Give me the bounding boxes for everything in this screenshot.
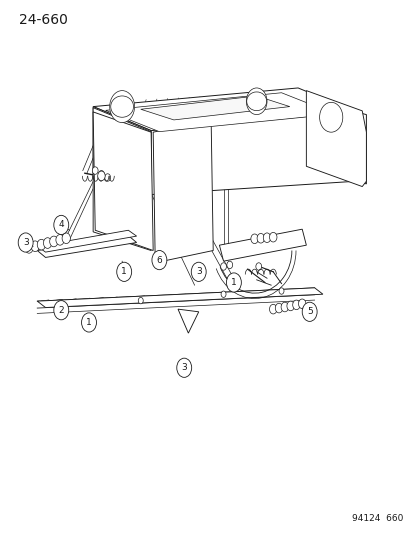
Circle shape [97, 171, 105, 181]
Circle shape [37, 239, 45, 250]
Text: 2: 2 [58, 306, 64, 314]
Circle shape [319, 102, 342, 132]
Circle shape [116, 262, 131, 281]
Text: 1: 1 [230, 278, 236, 287]
Polygon shape [306, 91, 366, 187]
Polygon shape [140, 96, 289, 120]
Circle shape [43, 238, 52, 248]
Circle shape [54, 301, 69, 320]
Polygon shape [153, 120, 213, 263]
Polygon shape [37, 288, 322, 308]
Circle shape [292, 300, 299, 310]
Circle shape [25, 243, 33, 253]
Polygon shape [219, 229, 306, 261]
Circle shape [81, 313, 96, 332]
Circle shape [226, 261, 232, 269]
Text: 4: 4 [58, 221, 64, 229]
Circle shape [263, 233, 270, 243]
Circle shape [256, 233, 264, 243]
Circle shape [98, 171, 104, 178]
Text: 6: 6 [156, 256, 162, 264]
Polygon shape [151, 112, 355, 195]
Circle shape [92, 167, 98, 174]
Polygon shape [93, 88, 355, 131]
Circle shape [152, 251, 166, 270]
Circle shape [221, 291, 225, 297]
Text: 3: 3 [23, 238, 28, 247]
Circle shape [278, 288, 283, 294]
Circle shape [138, 297, 143, 304]
Circle shape [18, 233, 33, 252]
Circle shape [62, 233, 70, 244]
Circle shape [57, 302, 62, 308]
Polygon shape [355, 112, 366, 184]
Text: 3: 3 [195, 268, 201, 276]
Polygon shape [37, 236, 136, 257]
Circle shape [31, 241, 39, 252]
Polygon shape [105, 93, 335, 132]
Circle shape [280, 302, 288, 312]
Circle shape [220, 263, 226, 270]
Circle shape [191, 262, 206, 281]
Circle shape [109, 91, 134, 123]
Polygon shape [93, 112, 153, 251]
Circle shape [104, 174, 110, 181]
Circle shape [301, 302, 316, 321]
Text: 5: 5 [306, 308, 312, 316]
Circle shape [269, 232, 276, 242]
Circle shape [54, 215, 69, 235]
Circle shape [255, 263, 261, 270]
Circle shape [298, 299, 305, 309]
Text: 94124  660: 94124 660 [351, 514, 403, 523]
Text: 3: 3 [181, 364, 187, 372]
Text: 1: 1 [121, 268, 127, 276]
Circle shape [226, 273, 241, 292]
Polygon shape [93, 107, 151, 195]
Circle shape [275, 303, 282, 313]
Text: 24-660: 24-660 [19, 13, 67, 27]
Circle shape [250, 234, 258, 244]
Polygon shape [178, 309, 198, 333]
Polygon shape [93, 108, 151, 251]
Circle shape [50, 236, 58, 247]
Circle shape [176, 358, 191, 377]
Polygon shape [37, 230, 136, 252]
Circle shape [246, 88, 266, 115]
Circle shape [286, 301, 294, 311]
Circle shape [56, 235, 64, 245]
Circle shape [269, 304, 276, 314]
Text: 1: 1 [86, 318, 92, 327]
